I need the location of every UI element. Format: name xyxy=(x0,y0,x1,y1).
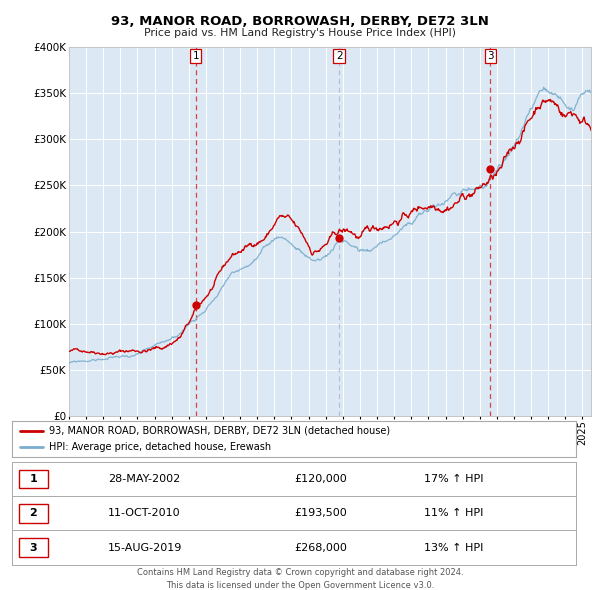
Text: £120,000: £120,000 xyxy=(294,474,347,484)
Text: 3: 3 xyxy=(487,51,494,61)
Text: 17% ↑ HPI: 17% ↑ HPI xyxy=(424,474,483,484)
Text: Contains HM Land Registry data © Crown copyright and database right 2024.
This d: Contains HM Land Registry data © Crown c… xyxy=(137,568,463,590)
Text: 3: 3 xyxy=(29,543,37,552)
Text: HPI: Average price, detached house, Erewash: HPI: Average price, detached house, Erew… xyxy=(49,442,271,453)
FancyBboxPatch shape xyxy=(19,504,48,523)
Text: 15-AUG-2019: 15-AUG-2019 xyxy=(108,543,182,552)
Text: 28-MAY-2002: 28-MAY-2002 xyxy=(108,474,180,484)
Text: 2: 2 xyxy=(336,51,343,61)
Text: 11-OCT-2010: 11-OCT-2010 xyxy=(108,509,181,518)
Text: 1: 1 xyxy=(193,51,199,61)
Text: 93, MANOR ROAD, BORROWASH, DERBY, DE72 3LN (detached house): 93, MANOR ROAD, BORROWASH, DERBY, DE72 3… xyxy=(49,425,390,435)
Text: Price paid vs. HM Land Registry's House Price Index (HPI): Price paid vs. HM Land Registry's House … xyxy=(144,28,456,38)
FancyBboxPatch shape xyxy=(19,538,48,557)
FancyBboxPatch shape xyxy=(19,470,48,489)
Text: 1: 1 xyxy=(29,474,37,484)
Text: 13% ↑ HPI: 13% ↑ HPI xyxy=(424,543,483,552)
Text: £193,500: £193,500 xyxy=(294,509,347,518)
Text: 11% ↑ HPI: 11% ↑ HPI xyxy=(424,509,483,518)
Text: 2: 2 xyxy=(29,509,37,518)
Text: £268,000: £268,000 xyxy=(294,543,347,552)
Text: 93, MANOR ROAD, BORROWASH, DERBY, DE72 3LN: 93, MANOR ROAD, BORROWASH, DERBY, DE72 3… xyxy=(111,15,489,28)
